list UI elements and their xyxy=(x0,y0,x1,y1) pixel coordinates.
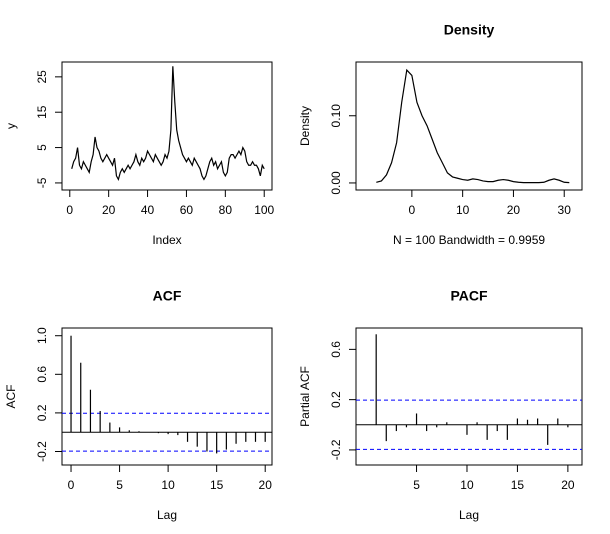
x-tick-label: 0 xyxy=(66,203,73,217)
x-tick-label: 15 xyxy=(210,478,224,492)
y-tick-label: -0.2 xyxy=(329,439,343,460)
x-tick-label: 5 xyxy=(116,478,123,492)
y-axis-label: y xyxy=(4,123,18,129)
chart-title: Density xyxy=(444,22,495,38)
y-tick-label: 0.10 xyxy=(329,104,343,128)
x-tick-label: 20 xyxy=(102,203,116,217)
y-tick-label: 1.0 xyxy=(35,327,49,344)
x-axis-label: Index xyxy=(152,233,181,247)
series-line xyxy=(71,66,265,181)
plot-box xyxy=(355,327,583,466)
plot-box xyxy=(61,61,273,191)
x-tick-label: 20 xyxy=(507,203,521,217)
y-tick-label: 0.2 xyxy=(329,391,343,408)
x-tick-label: 15 xyxy=(511,478,525,492)
x-axis-label: Lag xyxy=(459,508,479,522)
x-tick-label: 100 xyxy=(254,203,274,217)
x-tick-label: 20 xyxy=(561,478,575,492)
y-tick-label: 15 xyxy=(35,105,49,119)
chart-title: ACF xyxy=(153,288,182,304)
y-tick-label: 5 xyxy=(35,144,49,151)
y-tick-label: 0.6 xyxy=(329,341,343,358)
x-tick-label: 0 xyxy=(409,203,416,217)
y-axis-label: Partial ACF xyxy=(298,366,312,427)
plot-box xyxy=(355,61,583,191)
x-tick-label: 30 xyxy=(558,203,572,217)
y-tick-label: 0.2 xyxy=(35,404,49,421)
x-tick-label: 0 xyxy=(68,478,75,492)
y-tick-label: -0.2 xyxy=(35,441,49,462)
x-tick-label: 80 xyxy=(219,203,233,217)
x-tick-label: 10 xyxy=(161,478,175,492)
x-tick-label: 5 xyxy=(413,478,420,492)
chart-title: PACF xyxy=(450,288,488,304)
series-line xyxy=(376,68,570,184)
x-axis-label: Lag xyxy=(157,508,177,522)
x-tick-label: 20 xyxy=(259,478,273,492)
plot-box xyxy=(61,327,273,466)
y-tick-label: 0.00 xyxy=(329,171,343,195)
y-tick-label: 25 xyxy=(35,70,49,84)
x-tick-label: 10 xyxy=(456,203,470,217)
y-tick-label: -5 xyxy=(35,177,49,188)
y-axis-label: ACF xyxy=(4,385,18,409)
y-tick-label: 0.6 xyxy=(35,366,49,383)
x-axis-label: N = 100 Bandwidth = 0.9959 xyxy=(393,233,545,247)
x-tick-label: 40 xyxy=(141,203,155,217)
x-tick-label: 60 xyxy=(180,203,194,217)
x-tick-label: 10 xyxy=(460,478,474,492)
y-axis-label: Density xyxy=(298,106,312,146)
